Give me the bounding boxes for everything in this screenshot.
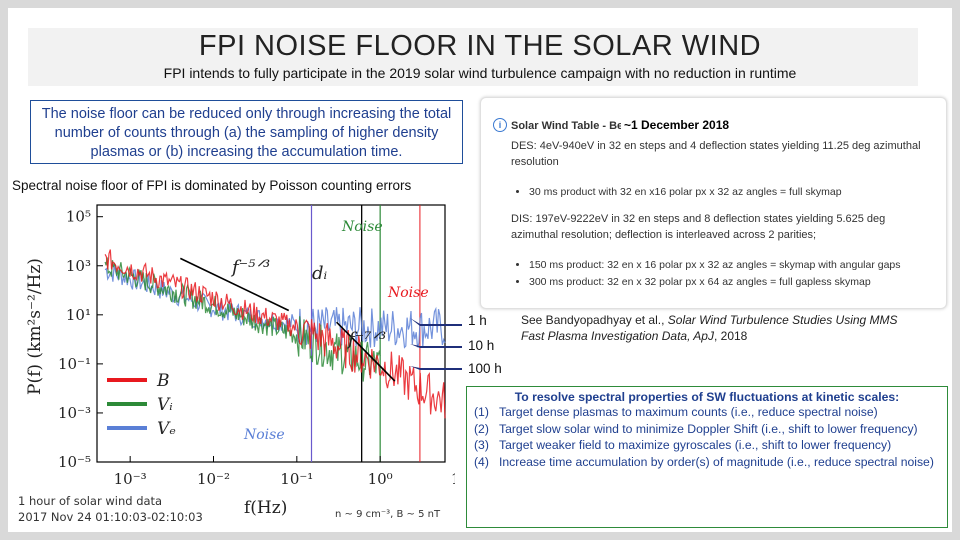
plot-ticks: 10⁻³ 10⁻² 10⁻¹ 10⁰ 10¹ 10⁵ 10³ 10¹ 10⁻¹ 10⁻³ 10⁻⁵ bbox=[58, 208, 455, 488]
arrow-100h bbox=[410, 366, 462, 370]
goal-number: (3) bbox=[474, 438, 489, 452]
noise-label-b: Noise bbox=[387, 285, 429, 301]
y-tick-label: 10⁻¹ bbox=[58, 355, 91, 373]
plot-params: n ~ 9 cm⁻³, B ~ 5 nT bbox=[335, 509, 441, 520]
goals-box: To resolve spectral properties of SW flu… bbox=[466, 386, 948, 528]
slope-73-label: f⁻⁷ᐟ³ bbox=[346, 329, 386, 350]
des-list: 30 ms product with 32 en x16 polar px x … bbox=[511, 184, 842, 201]
goal-item: (2) Target slow solar wind to minimize Do… bbox=[474, 421, 947, 438]
des-item: 30 ms product with 32 en x16 polar px x … bbox=[529, 184, 842, 201]
solar-wind-table-panel: i Solar Wind Table - Begins ~1 December … bbox=[480, 97, 947, 309]
info-icon: i bbox=[493, 118, 507, 132]
plot-frame bbox=[96, 204, 446, 463]
y-tick-label: 10⁵ bbox=[66, 208, 91, 226]
title-bar bbox=[28, 28, 918, 86]
x-axis-label: f(Hz) bbox=[244, 498, 287, 518]
label-1h: 1 h bbox=[468, 313, 487, 328]
noise-label-vi: Noise bbox=[341, 219, 383, 235]
citation-title: Solar Wind Turbulence Studies Using MMS … bbox=[521, 313, 898, 343]
x-tick-label: 10⁰ bbox=[368, 470, 393, 488]
dis-description: DIS: 197eV-9222eV in 32 en steps and 8 d… bbox=[511, 213, 886, 241]
y-axis-label: P(f) (km²s⁻²/Hz) bbox=[25, 258, 45, 395]
y-tick-label: 10⁻³ bbox=[58, 404, 91, 422]
di-label: dᵢ bbox=[312, 263, 328, 284]
citation-prefix: See Bandyopadhyay et al., bbox=[521, 313, 668, 327]
goal-item: (1) Target dense plasmas to maximum count… bbox=[474, 404, 947, 421]
dis-item: 150 ms product: 32 en x 16 polar px x 32… bbox=[529, 257, 901, 274]
citation: See Bandyopadhyay et al., Solar Wind Tur… bbox=[521, 312, 921, 344]
spectral-caption: Spectral noise floor of FPI is dominated… bbox=[12, 178, 412, 193]
slope-53-line bbox=[179, 257, 290, 312]
label-10h: 10 h bbox=[468, 338, 495, 353]
arrow-1h bbox=[410, 318, 462, 326]
x-tick-label: 10⁻³ bbox=[114, 470, 147, 488]
series-line-1 bbox=[104, 257, 381, 382]
table-begin-date: ~1 December 2018 bbox=[621, 117, 733, 133]
arrow-10h bbox=[410, 344, 462, 348]
accumulation-arrows bbox=[410, 318, 462, 370]
goal-number: (2) bbox=[474, 421, 489, 436]
legend-label: B bbox=[156, 371, 170, 391]
spectrum-plot: 10⁻³10⁻²10⁻¹10⁰10¹10⁵10³10¹10⁻¹10⁻³10⁻⁵ … bbox=[12, 195, 455, 528]
dis-item: 300 ms product: 32 en x 32 polar px x 64… bbox=[529, 274, 901, 291]
noise-floor-box: The noise floor can be reduced only thro… bbox=[30, 100, 463, 164]
goal-number: (4) bbox=[474, 454, 489, 469]
goals-list: (1) Target dense plasmas to maximum count… bbox=[467, 404, 947, 470]
series-line-0 bbox=[104, 249, 446, 419]
plot-caption-line2: 2017 Nov 24 01:10:03-02:10:03 bbox=[18, 510, 203, 524]
noise-label-ve: Noise bbox=[243, 427, 285, 443]
slide-title: FPI NOISE FLOOR IN THE SOLAR WIND bbox=[198, 30, 762, 62]
y-tick-label: 10³ bbox=[66, 257, 91, 275]
plot-annotations: f⁻⁵ᐟ³ f⁻⁷ᐟ³ dᵢ Noise Noise Noise bbox=[179, 219, 429, 443]
y-tick-label: 10¹ bbox=[66, 306, 91, 324]
x-tick-label: 10⁻² bbox=[197, 470, 230, 488]
plot-caption: 1 hour of solar wind data 2017 Nov 24 01… bbox=[18, 493, 203, 525]
slope-73-line bbox=[336, 321, 396, 382]
slide-subtitle: FPI intends to fully participate in the … bbox=[163, 65, 797, 81]
label-100h: 100 h bbox=[468, 361, 502, 376]
goal-text: Target dense plasmas to maximum counts (… bbox=[499, 405, 878, 419]
slope-53-label: f⁻⁵ᐟ³ bbox=[230, 257, 270, 278]
x-tick-label: 10⁻¹ bbox=[280, 470, 313, 488]
goal-number: (1) bbox=[474, 405, 489, 419]
plot-legend: B Vᵢ Vₑ bbox=[107, 371, 176, 439]
dis-list: 150 ms product: 32 en x 16 polar px x 32… bbox=[511, 257, 901, 291]
legend-label: Vᵢ bbox=[157, 395, 173, 415]
x-tick-label: 10¹ bbox=[451, 470, 455, 488]
goal-item: (3) Target weaker field to maximize gyros… bbox=[474, 437, 947, 454]
plot-caption-line1: 1 hour of solar wind data bbox=[18, 494, 163, 508]
series-line-2 bbox=[104, 264, 446, 349]
y-tick-label: 10⁻⁵ bbox=[58, 453, 91, 471]
goals-heading: To resolve spectral properties of SW flu… bbox=[514, 390, 900, 404]
des-description: DES: 4eV-940eV in 32 en steps and 4 defl… bbox=[511, 140, 921, 168]
goal-text: Target weaker field to maximize gyroscal… bbox=[499, 438, 892, 452]
plot-series bbox=[104, 249, 446, 419]
goal-item: (4) Increase time accumulation by order(s… bbox=[474, 454, 947, 471]
citation-suffix: , 2018 bbox=[713, 329, 748, 343]
goal-text: Target slow solar wind to minimize Doppl… bbox=[499, 421, 918, 436]
legend-label: Vₑ bbox=[157, 419, 176, 439]
table-header: Solar Wind Table - Begins bbox=[511, 120, 646, 132]
goal-text: Increase time accumulation by order(s) o… bbox=[499, 454, 934, 469]
